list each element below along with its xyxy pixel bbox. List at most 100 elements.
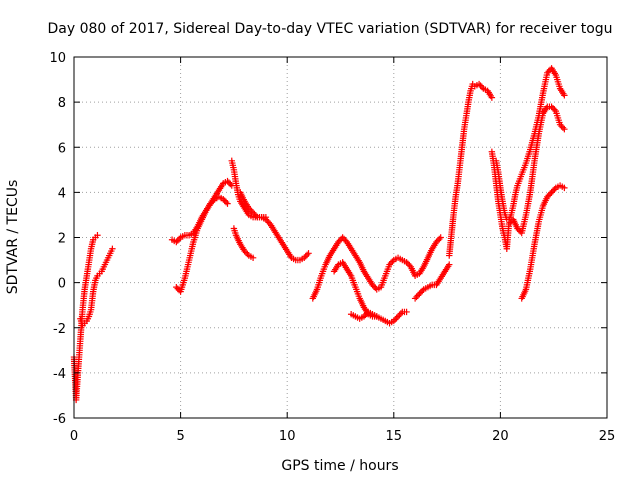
data-point (249, 209, 257, 216)
data-point (94, 232, 101, 239)
x-tick-label: 25 (599, 429, 616, 444)
x-tick-label: 20 (492, 429, 509, 444)
data-segment (70, 232, 101, 404)
data-point (360, 313, 368, 320)
data-segment (168, 177, 235, 246)
data-point (224, 177, 231, 185)
data-point (411, 295, 419, 302)
data-point (301, 254, 308, 262)
data-point (403, 308, 410, 316)
data-point (406, 262, 413, 269)
data-point (397, 310, 405, 317)
data-point (546, 190, 554, 198)
data-point (419, 287, 426, 295)
data-segment (309, 234, 444, 302)
data-point (247, 206, 254, 213)
data-point (393, 314, 400, 322)
data-point (387, 259, 395, 267)
data-point (362, 311, 369, 319)
data-point (545, 192, 552, 199)
data-point (544, 69, 551, 76)
x-tick-label: 10 (279, 429, 296, 444)
data-point (305, 250, 312, 257)
data-point (369, 281, 376, 289)
data-point (249, 254, 257, 262)
data-point (175, 235, 183, 243)
data-point (264, 217, 271, 225)
data-point (392, 316, 399, 323)
data-point (173, 283, 180, 291)
y-tick-label: 6 (58, 141, 66, 156)
data-point (207, 200, 214, 207)
data-point (549, 104, 557, 112)
data-point (241, 247, 248, 255)
data-point (548, 103, 555, 110)
data-point (544, 193, 551, 201)
data-point (477, 82, 484, 89)
data-point (224, 200, 231, 207)
data-point (551, 186, 558, 193)
data-point (417, 289, 425, 296)
data-point (436, 235, 443, 243)
data-point (336, 237, 343, 244)
data-point (561, 92, 568, 99)
data-point (433, 238, 440, 246)
data-segment (173, 193, 231, 295)
x-tick-label: 15 (386, 429, 403, 444)
data-point (303, 251, 311, 258)
data-segment (492, 65, 568, 223)
data-point (549, 187, 557, 195)
data-point (556, 121, 564, 128)
data-point (302, 253, 309, 260)
data-point (335, 238, 342, 246)
data-point (174, 237, 181, 244)
data-point (390, 317, 397, 325)
data-point (340, 235, 348, 243)
data-point (173, 238, 180, 246)
data-segment (230, 225, 257, 262)
data-point (558, 122, 565, 130)
data-point (413, 293, 420, 301)
axis-ticks (73, 56, 608, 419)
data-point (434, 237, 442, 244)
data-point (245, 204, 253, 212)
data-point (475, 80, 483, 88)
data-point (225, 179, 233, 186)
data-segment (518, 182, 568, 302)
data-point (221, 197, 228, 204)
data-point (208, 198, 216, 206)
data-segment (77, 245, 116, 329)
data-point (370, 283, 378, 290)
data-point (109, 245, 116, 252)
data-point (210, 197, 217, 204)
y-tick-labels: -6 -4 -2 0 2 4 6 8 10 (49, 51, 66, 427)
data-point (446, 261, 453, 268)
data-point (227, 180, 234, 188)
data-point (248, 207, 255, 215)
data-point (174, 285, 181, 292)
y-tick-label: 4 (58, 186, 66, 201)
data-point (386, 261, 393, 268)
data-point (244, 250, 251, 258)
y-tick-label: -2 (53, 322, 66, 337)
data-point (252, 212, 260, 219)
y-tick-label: 0 (58, 277, 66, 292)
x-axis-label: GPS time / hours (281, 458, 398, 474)
x-tick-label: 0 (70, 429, 78, 444)
data-point (373, 313, 380, 320)
data-segment (411, 261, 453, 302)
data-point (242, 249, 250, 256)
data-point (561, 126, 568, 133)
data-point (414, 292, 422, 299)
y-tick-label: -4 (53, 367, 66, 382)
data-point (551, 106, 558, 113)
data-point (222, 198, 230, 206)
data-point (251, 210, 258, 218)
data-point (389, 258, 396, 265)
data-point (559, 124, 567, 131)
data-points (70, 65, 568, 404)
data-point (561, 184, 568, 192)
data-point (515, 226, 523, 234)
y-axis-label: SDTVAR / TECUs (5, 180, 21, 295)
data-point (478, 83, 486, 91)
